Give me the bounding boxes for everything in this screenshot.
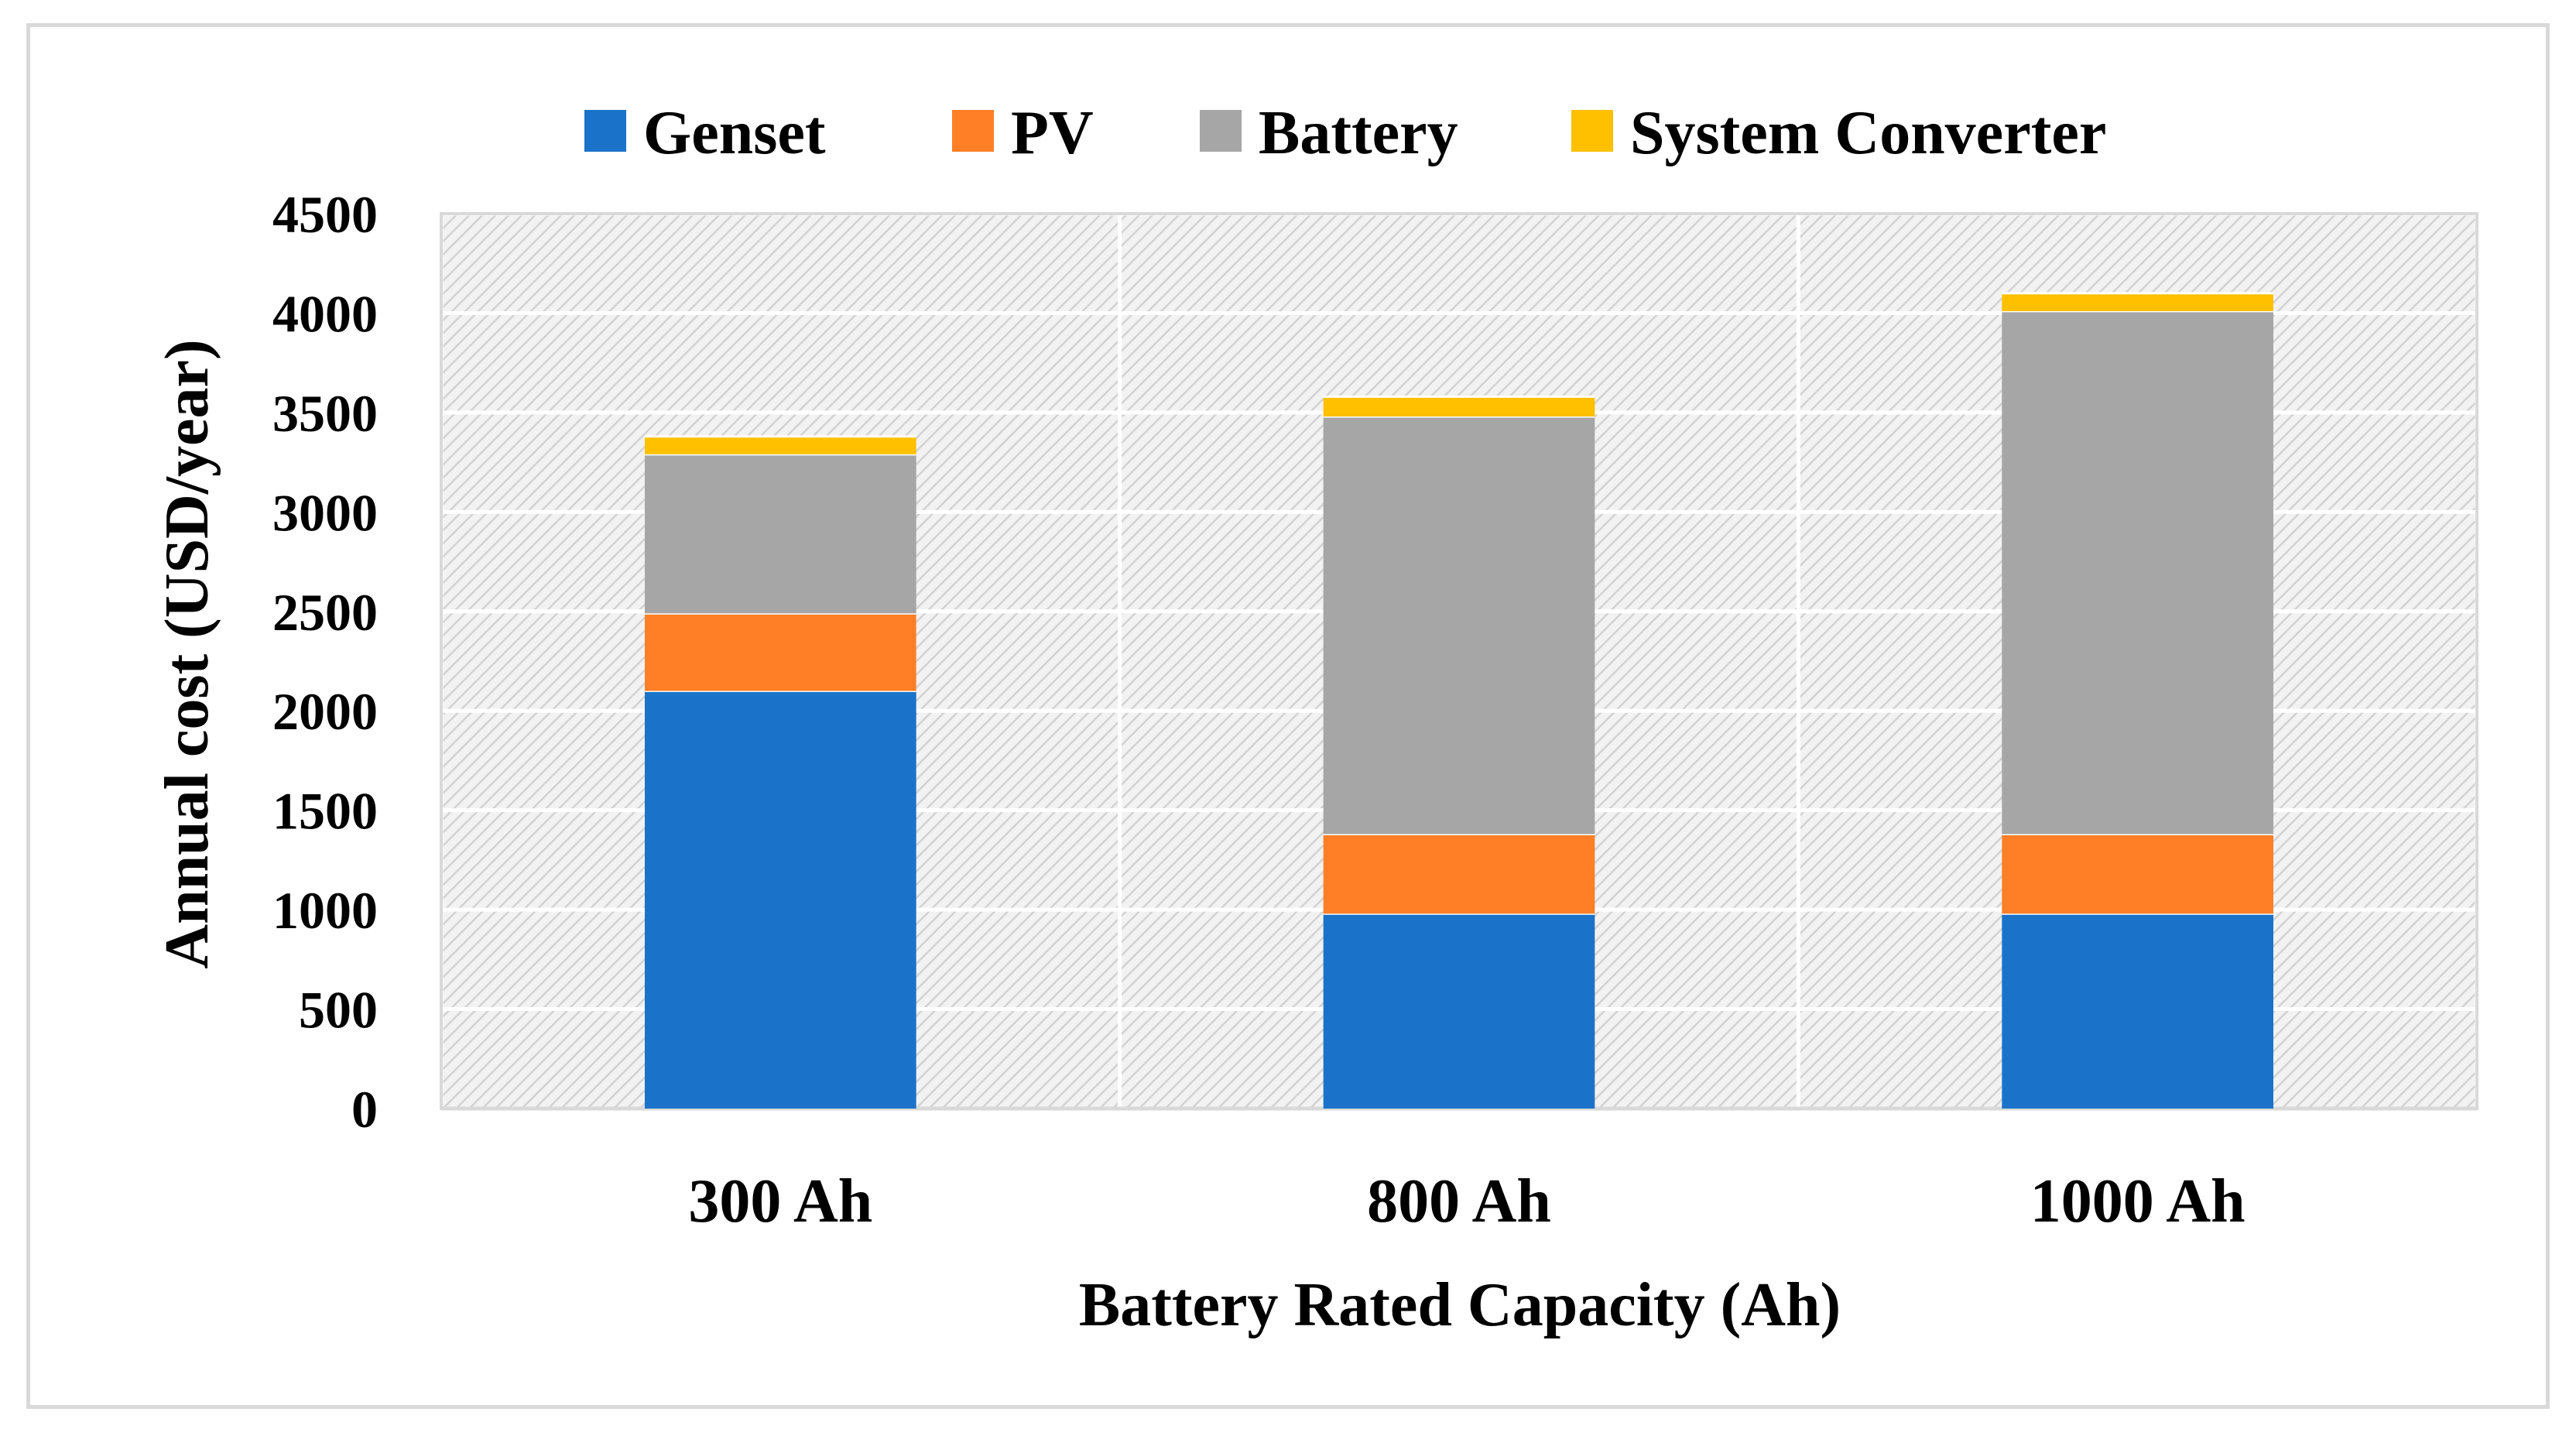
bar-battery-800-ah	[1323, 416, 1595, 835]
y-tick-label: 4000	[272, 284, 378, 343]
y-axis-title: Annual cost (USD/year)	[153, 339, 221, 968]
y-tick-label: 1000	[272, 881, 378, 940]
legend-label-system-converter: System Converter	[1630, 99, 2106, 167]
legend-label-battery: Battery	[1259, 99, 1458, 167]
legend-swatch-system-converter	[1571, 110, 1613, 152]
x-tick-label: 800 Ah	[1367, 1167, 1551, 1236]
bars	[645, 292, 2273, 1109]
y-tick-label: 2000	[272, 682, 378, 741]
y-tick-label: 500	[299, 981, 378, 1040]
bar-battery-1000-ah	[2002, 310, 2273, 835]
legend-swatch-battery	[1200, 110, 1242, 152]
legend-label-genset: Genset	[643, 99, 826, 167]
y-tick-label: 2500	[272, 583, 378, 642]
bar-pv-800-ah	[1323, 834, 1595, 914]
bar-pv-1000-ah	[2002, 834, 2273, 914]
y-tick-label: 3500	[272, 384, 378, 443]
x-axis-categories: 300 Ah 800 Ah 1000 Ah	[688, 1167, 2245, 1236]
y-axis-ticks: 0 500 1000 1500 2000 2500 3000 3500 4000 4500	[272, 185, 378, 1139]
bar-genset-800-ah	[1323, 913, 1595, 1109]
bar-system-converter-800-ah	[1323, 396, 1595, 417]
bar-genset-1000-ah	[2002, 913, 2273, 1109]
x-tick-label: 300 Ah	[688, 1167, 872, 1236]
bar-pv-300-ah	[645, 613, 916, 691]
bar-genset-300-ah	[645, 691, 916, 1109]
legend-swatch-pv	[952, 110, 994, 152]
x-tick-label: 1000 Ah	[2030, 1167, 2245, 1236]
legend-swatch-genset	[584, 110, 626, 152]
y-tick-label: 4500	[272, 185, 378, 244]
x-axis-title: Battery Rated Capacity (Ah)	[1079, 1271, 1841, 1339]
y-tick-label: 0	[351, 1080, 378, 1139]
bar-battery-300-ah	[645, 454, 916, 614]
bar-system-converter-1000-ah	[2002, 293, 2273, 311]
bar-system-converter-300-ah	[645, 436, 916, 454]
legend: Genset PV Battery System Converter	[584, 99, 2106, 167]
y-tick-label: 3000	[272, 483, 378, 542]
legend-label-pv: PV	[1011, 99, 1094, 167]
y-tick-label: 1500	[272, 782, 378, 841]
